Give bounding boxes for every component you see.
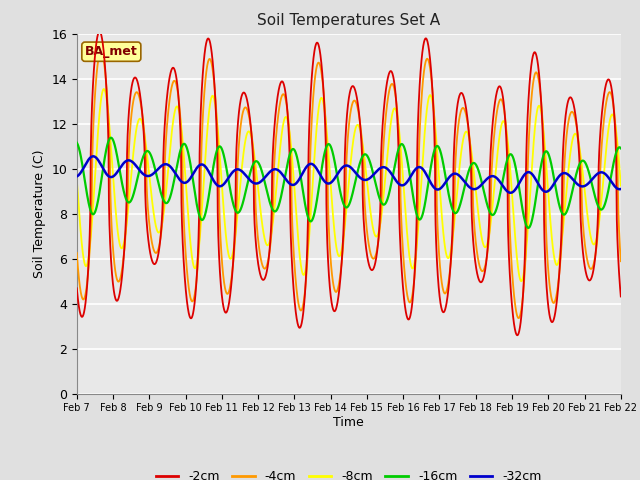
-8cm [100,86,108,92]
-2cm [305,126,313,132]
-8cm [548,236,556,241]
-4cm [548,297,556,302]
-32cm [548,184,556,190]
-8cm [73,177,81,183]
-4cm [135,93,143,99]
Y-axis label: Soil Temperature (C): Soil Temperature (C) [33,149,45,278]
-16cm [282,170,289,176]
-4cm [617,258,625,264]
-2cm [513,332,521,338]
-16cm [73,140,81,145]
-2cm [282,91,289,96]
-32cm [507,190,515,196]
-16cm [107,135,115,141]
-8cm [517,278,525,284]
-16cm [607,177,614,182]
-32cm [135,167,143,172]
-8cm [135,117,143,122]
-2cm [617,294,625,300]
-2cm [95,28,103,34]
-4cm [515,315,522,321]
Line: -2cm: -2cm [77,31,621,335]
-32cm [282,176,289,182]
-16cm [305,217,313,223]
-4cm [282,96,289,102]
-4cm [97,48,105,54]
-2cm [607,80,614,86]
-2cm [548,319,556,325]
-4cm [168,86,175,92]
-2cm [73,286,81,291]
Line: -32cm: -32cm [77,156,621,193]
-8cm [282,114,289,120]
Title: Soil Temperatures Set A: Soil Temperatures Set A [257,13,440,28]
-16cm [548,164,556,170]
-32cm [617,186,625,192]
Text: BA_met: BA_met [85,45,138,58]
-2cm [135,85,143,91]
-4cm [73,250,81,256]
-16cm [168,190,175,196]
-16cm [617,145,625,151]
-16cm [524,225,532,231]
X-axis label: Time: Time [333,416,364,429]
Line: -8cm: -8cm [77,89,621,281]
-8cm [168,134,175,140]
-32cm [305,161,313,167]
-32cm [90,154,97,159]
Line: -16cm: -16cm [77,138,621,228]
-2cm [168,67,175,73]
-8cm [617,183,625,189]
Legend: -2cm, -4cm, -8cm, -16cm, -32cm: -2cm, -4cm, -8cm, -16cm, -32cm [151,465,547,480]
-4cm [305,214,313,220]
-16cm [135,169,143,175]
-32cm [168,165,175,170]
-4cm [607,90,614,96]
-32cm [607,178,614,183]
-8cm [607,115,614,121]
-8cm [305,233,313,239]
-32cm [73,174,81,180]
Line: -4cm: -4cm [77,51,621,318]
